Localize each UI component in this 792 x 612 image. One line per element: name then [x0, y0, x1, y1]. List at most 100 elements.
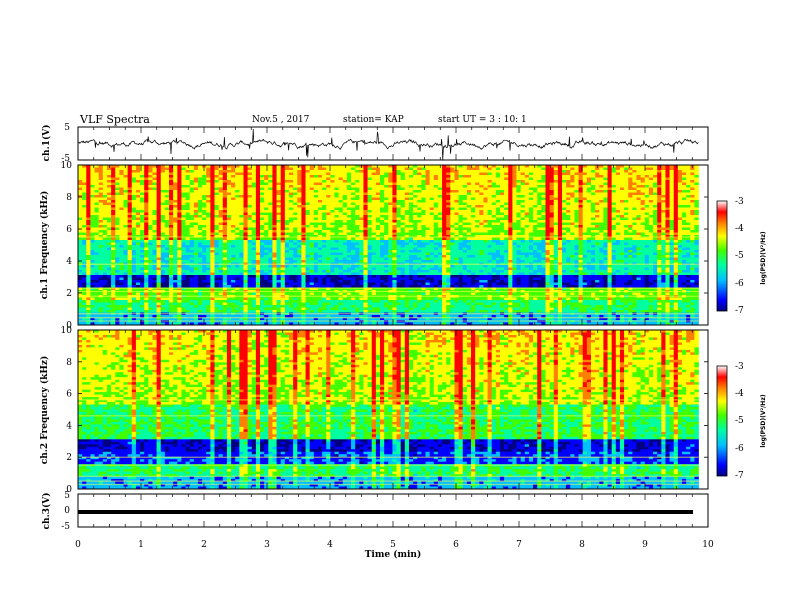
spectrogram-cell — [305, 245, 310, 248]
spectrogram-cell — [251, 182, 257, 186]
spectrogram-cell — [657, 212, 662, 216]
spectrogram-cell — [471, 202, 476, 206]
spectrogram-cell — [210, 240, 215, 243]
spectrogram-cell — [131, 202, 137, 206]
spectrogram-cell — [131, 185, 137, 188]
spectrogram-cell — [611, 212, 617, 216]
spectrogram-cell — [367, 242, 373, 246]
spectrogram-cell — [648, 200, 654, 203]
spectrogram-cell — [661, 210, 666, 213]
spectrogram-cell — [454, 167, 459, 171]
spectrogram-cell — [570, 180, 575, 183]
spectrogram-cell — [458, 227, 464, 231]
spectrogram-cell — [603, 165, 608, 168]
spectrogram-cell — [388, 182, 393, 186]
spectrogram-cell — [160, 175, 166, 178]
spectrogram-cell — [177, 187, 182, 191]
spectrogram-cell — [317, 217, 323, 221]
spectrogram-cell — [694, 220, 699, 223]
spectrogram-cell — [462, 165, 468, 168]
spectrogram-cell — [578, 172, 584, 176]
spectrogram-cell — [189, 195, 195, 198]
spectrogram-cell — [210, 210, 215, 213]
spectrogram-cell — [661, 235, 666, 238]
spectrogram-cell — [442, 240, 447, 243]
spectrogram-cell — [557, 222, 563, 226]
spectrogram-cell — [367, 170, 373, 173]
spectrogram-cell — [284, 225, 290, 228]
spectrogram-cell — [317, 220, 323, 223]
spectrogram-cell — [636, 232, 641, 236]
spectrogram-cell — [371, 242, 377, 246]
spectrogram-cell — [94, 177, 99, 181]
spectrogram-cell — [313, 190, 319, 193]
spectrogram-cell — [334, 240, 339, 243]
spectrogram-cell — [160, 170, 166, 173]
spectrogram-cell — [541, 175, 546, 178]
spectrogram-cell — [582, 237, 588, 241]
spectrogram-cell — [562, 195, 567, 198]
spectrogram-cell — [425, 237, 430, 241]
spectrogram-cell — [127, 220, 133, 223]
spectrogram-cell — [226, 167, 232, 171]
spectrogram-cell — [231, 217, 236, 221]
spectrogram-cell — [661, 205, 666, 208]
spectrogram-cell — [330, 235, 335, 238]
spectrogram-cell — [487, 215, 492, 218]
spectrogram-cell — [181, 212, 186, 216]
spectrogram-cell — [94, 175, 99, 178]
spectrogram-cell — [231, 245, 236, 248]
spectrogram-cell — [169, 180, 174, 183]
spectrogram-cell — [611, 207, 617, 211]
spectrogram-cell — [607, 205, 612, 208]
spectrogram-cell — [413, 192, 418, 196]
spectrogram-cell — [214, 165, 219, 168]
spectrogram-cell — [317, 200, 323, 203]
spectrogram-cell — [516, 225, 521, 228]
spectrogram-cell — [578, 165, 584, 168]
spectrogram-cell — [268, 232, 273, 236]
spectrogram-cell — [214, 220, 219, 223]
spectrogram-cell — [582, 227, 588, 231]
spectrogram-cell — [677, 175, 683, 178]
spectrogram-cell — [690, 190, 695, 193]
spectrogram-cell — [305, 175, 310, 178]
spectrogram-cell — [164, 200, 170, 203]
spectrogram-cell — [404, 197, 410, 201]
spectrogram-cell — [119, 230, 124, 233]
spectrogram-cell — [98, 177, 104, 181]
spectrogram-cell — [160, 165, 166, 168]
spectrogram-cell — [491, 217, 497, 221]
spectrogram-cell — [619, 185, 625, 188]
spectrogram-cell — [86, 170, 91, 173]
spectrogram-cell — [665, 232, 670, 236]
spectrogram-cell — [562, 177, 567, 181]
spectrogram-cell — [462, 237, 468, 241]
spectrogram-cell — [326, 192, 331, 196]
spectrogram-cell — [375, 172, 381, 176]
spectrogram-cell — [235, 180, 240, 183]
spectrogram-cell — [417, 237, 422, 241]
spectrogram-cell — [309, 205, 315, 208]
spectrogram-cell — [181, 235, 186, 238]
spectrogram-cell — [624, 240, 629, 243]
spectrogram-cell — [557, 167, 563, 171]
spectrogram-cell — [454, 230, 459, 233]
spectrogram-cell — [322, 222, 327, 226]
spectrogram-cell — [322, 230, 327, 233]
spectrogram-cell — [582, 197, 588, 201]
spectrogram-cell — [442, 225, 447, 228]
spectrogram-cell — [148, 242, 153, 246]
spectrogram-cell — [144, 235, 149, 238]
spectrogram-cell — [251, 207, 257, 211]
spectrogram-cell — [586, 165, 592, 168]
spectrogram-cell — [90, 170, 95, 173]
spectrogram-cell — [346, 215, 352, 218]
spectrogram-cell — [131, 222, 137, 226]
spectrogram-cell — [78, 235, 83, 238]
spectrogram-cell — [458, 240, 464, 243]
spectrogram-cell — [346, 240, 352, 243]
spectrogram-cell — [582, 165, 588, 168]
spectrogram-cell — [524, 200, 530, 203]
spectrogram-cell — [603, 222, 608, 226]
